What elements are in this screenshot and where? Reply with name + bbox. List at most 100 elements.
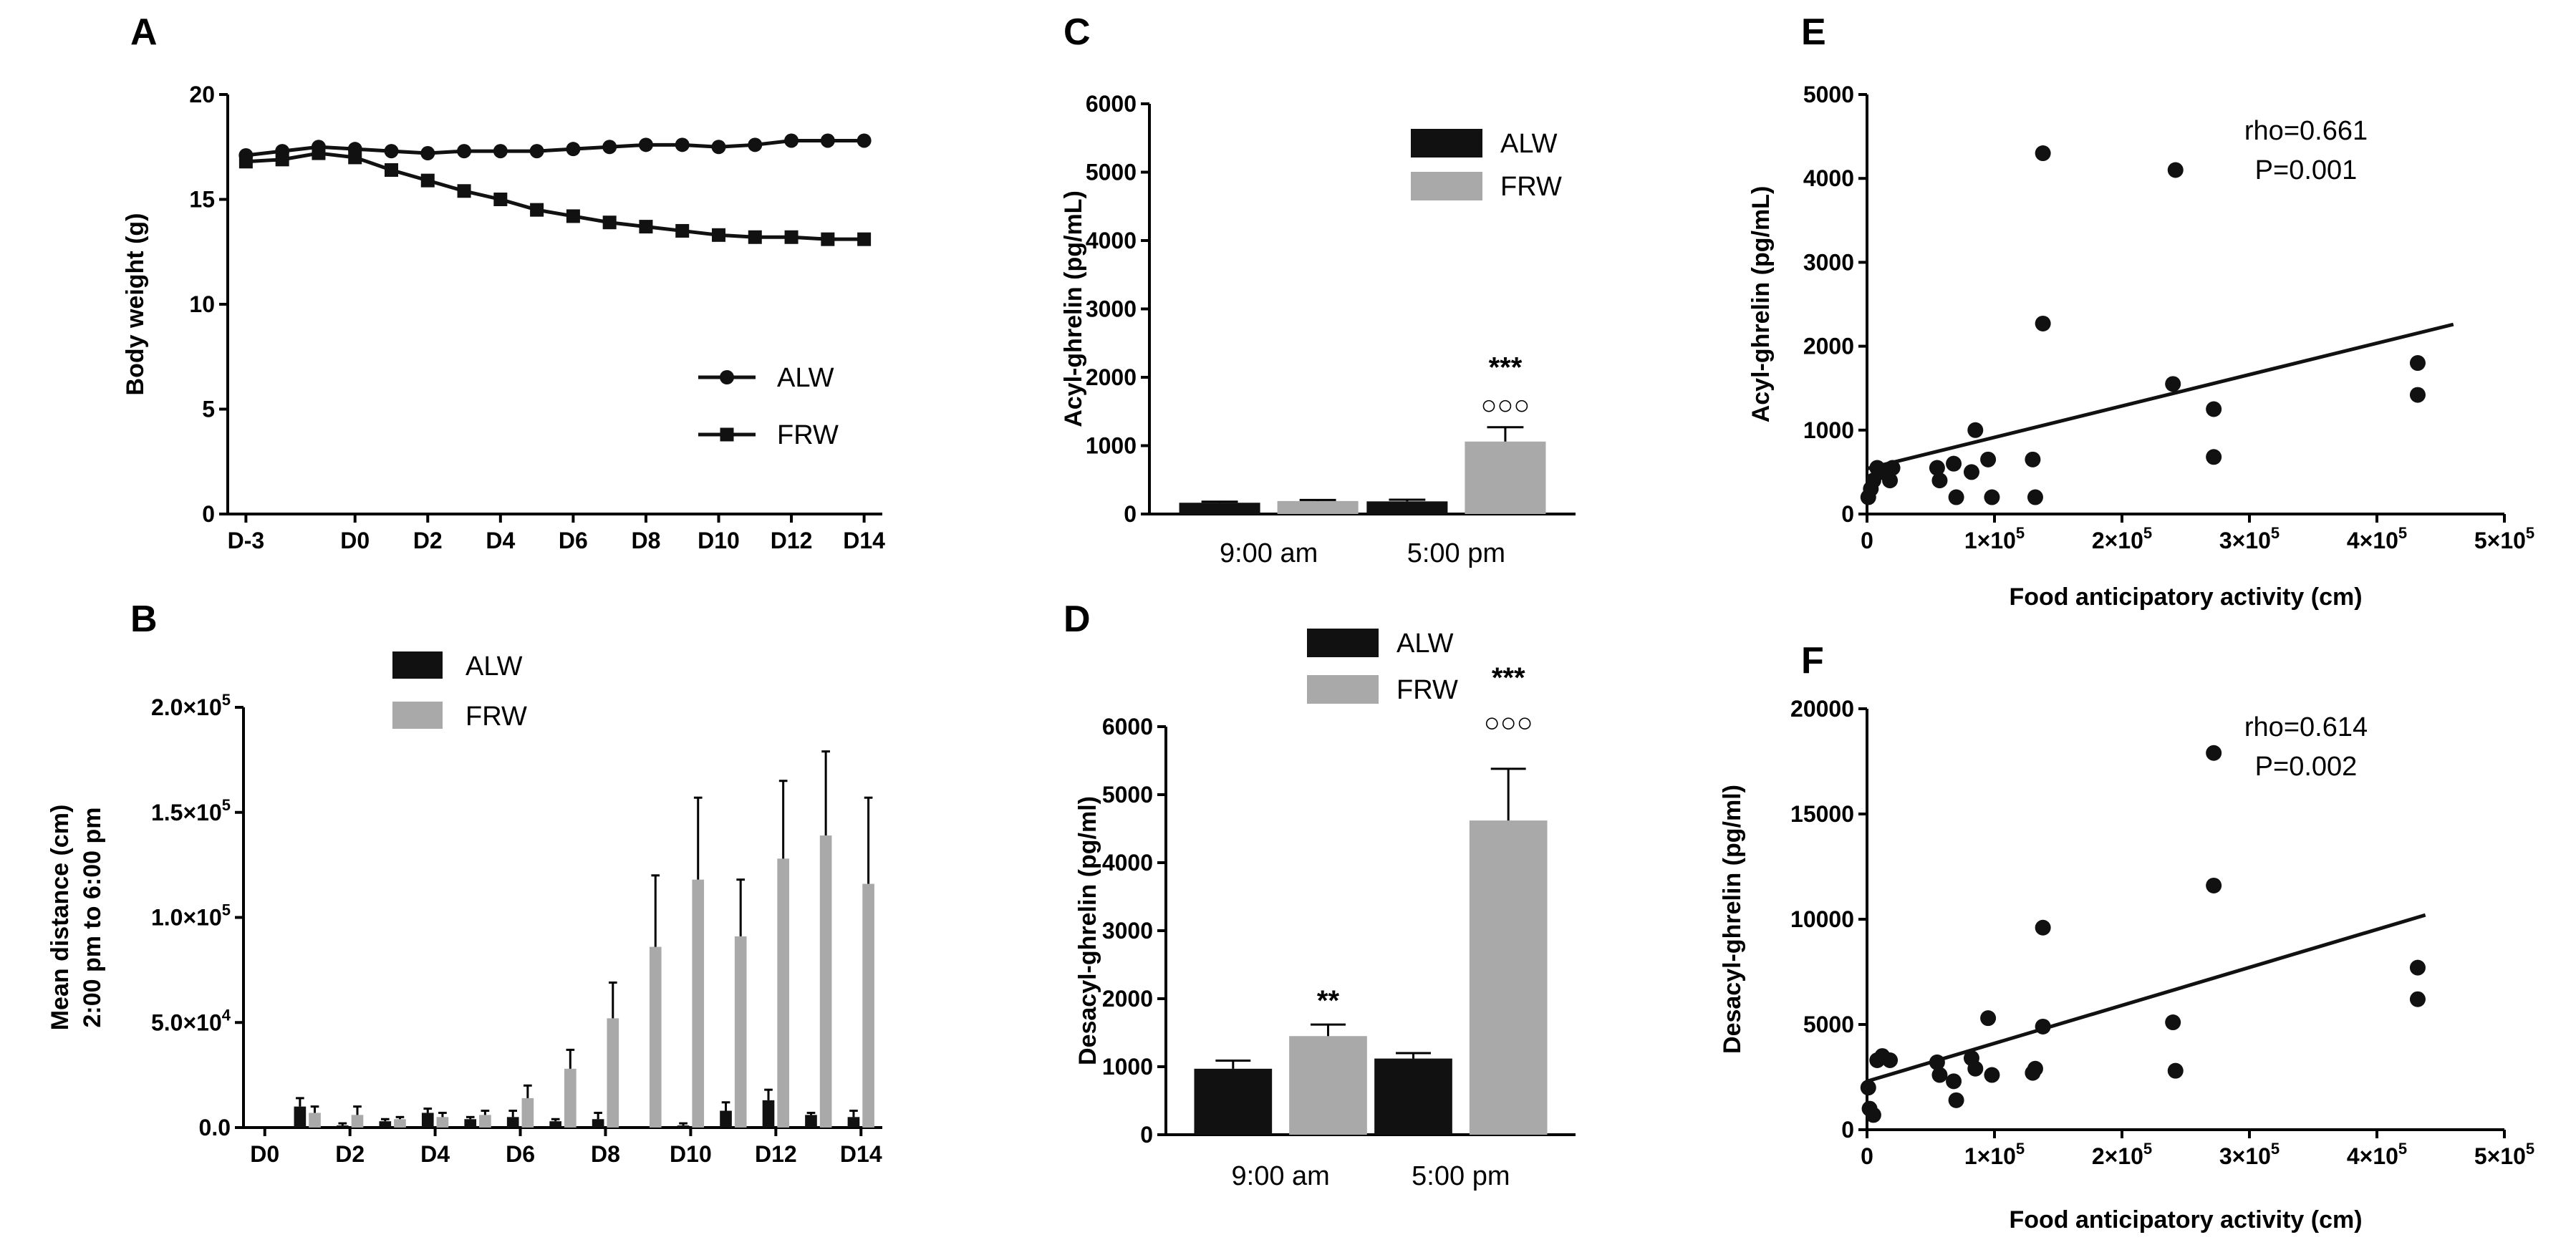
- y-tick-label: 1000: [1086, 433, 1137, 459]
- y-axis-title: Desacyl-ghrelin (pg/ml): [1719, 785, 1746, 1054]
- data-point-alw: [748, 137, 763, 152]
- bar-frw: [1465, 441, 1546, 514]
- stat-p-value: P=0.001: [2255, 155, 2358, 185]
- y-tick-label: 10000: [1790, 906, 1854, 932]
- data-point-alw: [675, 137, 690, 152]
- x-tick-label: D10: [670, 1141, 712, 1167]
- x-tick-label: 1×105: [1964, 524, 2025, 553]
- legend-label: FRW: [465, 702, 527, 732]
- scatter-point: [2027, 489, 2043, 505]
- scatter-point: [1984, 1067, 2000, 1083]
- y-tick-label: 0: [1841, 1117, 1854, 1143]
- legend-marker: [720, 370, 734, 384]
- bar-frw: [521, 1097, 534, 1128]
- bar-frw: [309, 1113, 321, 1128]
- panel-letter-b: B: [130, 598, 158, 640]
- data-point-frw: [748, 230, 762, 244]
- bar-frw: [394, 1119, 406, 1128]
- data-point-frw: [857, 232, 872, 246]
- scatter-point: [1860, 1080, 1876, 1096]
- panel-b-mean-distance: 0.0 5.0×104 1.0×105 1.5×105 2.0×105 D0 D2 D4 D6 D…: [47, 651, 882, 1167]
- data-point-alw: [857, 133, 872, 148]
- x-tick-label: 3×105: [2219, 1140, 2280, 1169]
- x-tick-label: D14: [840, 1141, 882, 1167]
- scatter-point: [1980, 1010, 1997, 1027]
- scatter-point: [1946, 1073, 1962, 1090]
- legend-swatch: [1411, 172, 1482, 200]
- legend-label: ALW: [777, 363, 834, 393]
- bar-alw: [805, 1115, 817, 1128]
- bar-alw: [1366, 501, 1448, 514]
- panel-e-acyl-scatter: 0 1000 2000 3000 4000 5000 0 1×105 2×105 3×105 4×1…: [1747, 82, 2534, 611]
- scatter-point: [1984, 489, 2000, 505]
- y-tick-label: 5000: [1803, 1012, 1854, 1037]
- y-axis-title: Acyl-ghrelin (pg/mL): [1060, 190, 1087, 427]
- data-point-frw: [238, 155, 253, 169]
- legend-swatch: [1307, 675, 1379, 704]
- bar-frw: [564, 1068, 577, 1128]
- data-point-alw: [529, 144, 544, 159]
- bar-frw: [436, 1117, 449, 1128]
- significance-stars: ***: [1489, 352, 1523, 384]
- x-tick-label: D0: [340, 528, 370, 553]
- data-point-frw: [457, 184, 471, 198]
- data-point-frw: [566, 209, 580, 223]
- scatter-point: [2206, 401, 2222, 417]
- y-tick-label: 2.0×105: [151, 691, 231, 720]
- y-tick-label: 5000: [1803, 82, 1854, 107]
- bar-alw: [549, 1121, 561, 1128]
- y-axis-title: Acyl-ghrelin (pg/mL): [1747, 186, 1775, 423]
- legend-label: ALW: [465, 651, 523, 682]
- x-tick-label: 3×105: [2219, 524, 2280, 553]
- y-tick-label: 3000: [1803, 249, 1854, 275]
- x-tick-label: 5×105: [2474, 524, 2534, 553]
- scatter-point: [2027, 1060, 2043, 1077]
- x-tick-label: D12: [755, 1141, 797, 1167]
- bar-alw: [421, 1113, 434, 1128]
- x-tick-label: 5×105: [2474, 1140, 2534, 1169]
- series-line-frw: [246, 151, 864, 241]
- y-tick-label: 2000: [1102, 986, 1153, 1012]
- y-tick-label: 5000: [1102, 782, 1153, 808]
- scatter-point: [1931, 1067, 1948, 1083]
- legend-label: ALW: [1500, 129, 1558, 159]
- bar-alw: [1374, 1058, 1452, 1135]
- y-tick-label: 0: [1841, 501, 1854, 527]
- bar-frw: [819, 835, 832, 1128]
- y-tick-label: 5000: [1086, 160, 1137, 185]
- x-tick-label: D6: [559, 528, 588, 553]
- data-point-frw: [348, 150, 362, 165]
- scatter-point: [1948, 489, 1964, 505]
- legend-swatch: [1411, 129, 1482, 158]
- scatter-point: [1948, 1092, 1964, 1108]
- x-tick-label: 4×105: [2347, 524, 2407, 553]
- panel-letter-f: F: [1801, 640, 1824, 682]
- bar-frw: [777, 858, 789, 1128]
- y-axis-title-line2: 2:00 pm to 6:00 pm: [79, 808, 106, 1028]
- y-tick-label: 6000: [1086, 91, 1137, 117]
- axis-lines: [226, 94, 882, 515]
- y-tick-label: 5.0×104: [151, 1006, 231, 1035]
- scatter-point: [1882, 1052, 1899, 1068]
- bar-alw: [506, 1117, 519, 1128]
- data-point-frw: [530, 203, 544, 217]
- data-point-alw: [602, 140, 617, 155]
- category-label: 5:00 pm: [1407, 538, 1505, 568]
- scatter-point: [2206, 877, 2222, 893]
- x-tick-label: D8: [631, 528, 660, 553]
- data-point-frw: [493, 193, 508, 206]
- panel-letter-a: A: [130, 11, 158, 53]
- y-axis-title-line1: Mean distance (cm): [47, 805, 74, 1031]
- data-point-alw: [493, 144, 508, 159]
- scatter-point: [2025, 451, 2041, 467]
- scatter-point: [1967, 422, 1984, 438]
- x-tick-label: D-3: [228, 528, 265, 553]
- x-tick-label: 0: [1861, 1143, 1873, 1169]
- y-tick-label: 1.5×105: [151, 796, 231, 825]
- x-axis-title: Food anticipatory activity (cm): [2009, 1206, 2362, 1234]
- significance-stars-am: **: [1317, 985, 1340, 1017]
- panel-a-body-weight: 0 5 10 15 20 D-3 D0 D2 D4 D6 D8 D10 D12 D14 Body weigh…: [122, 82, 885, 553]
- legend-label: ALW: [1396, 629, 1454, 659]
- bar-frw: [862, 883, 874, 1128]
- data-point-alw: [566, 142, 581, 157]
